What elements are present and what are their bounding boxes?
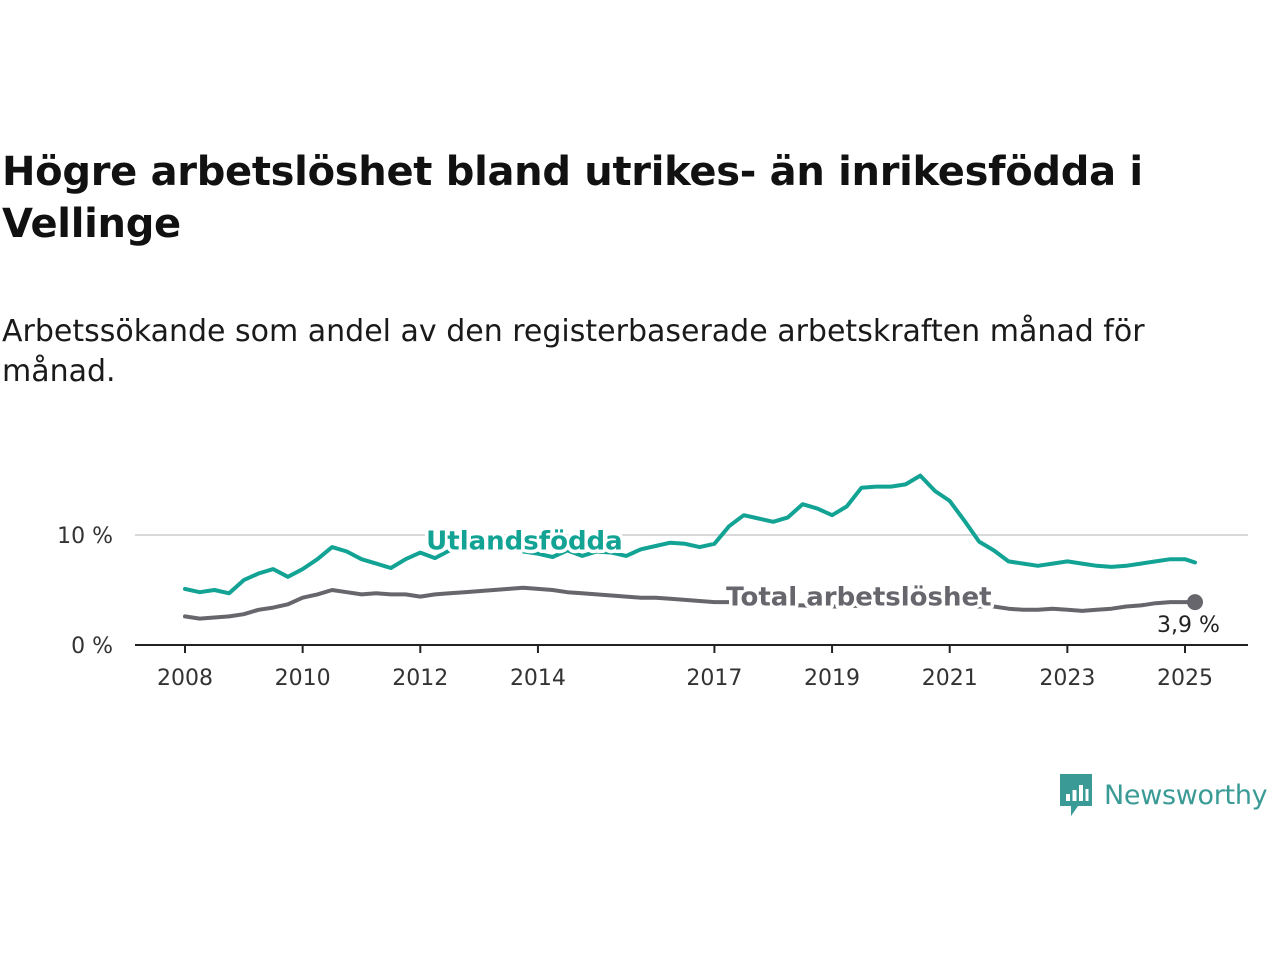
x-tick-label: 2023	[1039, 666, 1095, 691]
x-tick-label: 2008	[157, 666, 213, 691]
speech-bubble-bar-chart-icon	[1060, 774, 1092, 816]
newsworthy-logo: Newsworthy	[1058, 772, 1268, 818]
axis-layer: 0 % 10 % 2008 2010 2012 2014 2017 2019 2021 2023 2…	[57, 524, 1248, 691]
series-line-0	[183, 473, 1197, 596]
series-layer	[183, 473, 1197, 621]
x-tick-label: 2019	[804, 666, 860, 691]
chart-subtitle: Arbetssökande som andel av den registerb…	[2, 314, 1145, 389]
x-tick-label: 2025	[1157, 666, 1213, 691]
series-label-1: Total arbetslöshet	[726, 583, 991, 613]
end-value-label: 3,9 %	[1157, 613, 1220, 638]
x-tick-label: 2010	[275, 666, 331, 691]
x-tick-label: 2012	[392, 666, 448, 691]
series-label-0: Utlandsfödda	[426, 527, 623, 557]
x-tick-label: 2014	[510, 666, 566, 691]
y-tick-label: 10 %	[57, 524, 113, 549]
label-layer: Utlandsfödda Total arbetslöshet 3,9 %	[423, 523, 1223, 641]
end-point-marker	[1187, 594, 1203, 611]
chart-title: Högre arbetslöshet bland utrikes- än inr…	[2, 149, 1143, 247]
y-tick-label: 0 %	[71, 634, 113, 659]
line-chart: 0 % 10 % 2008 2010 2012 2014 2017 2019 2021 2023 2…	[57, 473, 1248, 691]
x-tick-label: 2021	[922, 666, 978, 691]
brand-name: Newsworthy	[1104, 779, 1268, 811]
x-tick-label: 2017	[686, 666, 742, 691]
series-line-1	[183, 585, 1197, 621]
